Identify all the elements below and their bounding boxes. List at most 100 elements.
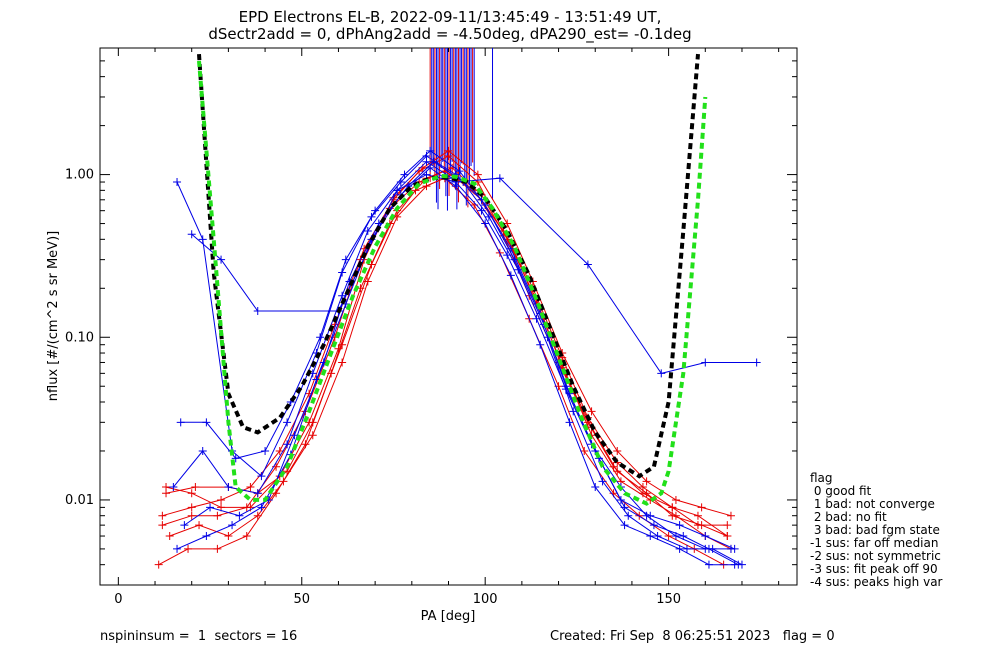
series-point [506,271,515,280]
series-point [481,219,490,228]
chart-title-line1: EPD Electrons EL-B, 2022-09-11/13:45:49 … [239,8,662,26]
series-line [191,174,757,374]
y-axis-label: nflux [#/(cm^2 s sr MeV)] [46,231,61,401]
series-point [180,521,189,530]
series-point [657,369,666,378]
series-point [444,146,453,155]
x-axis-ticks: 0 50 100 150 [114,48,780,607]
x-axis-label: PA [deg] [421,609,476,624]
series-point [242,503,251,512]
legend-item: -2 sus: not symmetric [810,549,941,563]
series-point [338,358,347,367]
series-point [726,511,735,520]
series-line [173,161,731,550]
fit-layer [197,53,708,506]
spike-cluster [429,48,494,211]
series-point [371,206,380,215]
series-point [187,230,196,239]
series-point [422,157,431,166]
footer-left: nspininsum = 1 sectors = 16 [100,629,297,644]
series-point [275,446,284,455]
series-point [664,532,673,541]
footer-right: Created: Fri Sep 8 06:25:51 2023 flag = … [550,629,835,644]
series-point [668,503,677,512]
flag-legend: flag 0 good fit 1 bad: not converge 2 ba… [810,471,943,589]
series-point [261,446,270,455]
series-point [169,483,178,492]
x-tick-label: 150 [656,592,681,607]
series-point [620,521,629,530]
series-point [671,495,680,504]
legend-item: -4 sus: peaks high var [810,575,943,589]
series-point [583,260,592,269]
y-axis-ticks: 0.01 0.10 1.00 [65,47,797,586]
series-line [162,170,728,526]
series-point [173,178,182,187]
series-point [202,418,211,427]
series-point [484,212,493,221]
series-point [334,344,343,353]
series-point [495,174,504,183]
series-point [176,418,185,427]
series-point [675,521,684,530]
chart-title-line2: dSectr2add = 0, dPhAng2add = -4.50deg, d… [208,25,691,44]
series-point [752,358,761,367]
series-point [253,489,262,498]
series-point [187,489,196,498]
series-point [393,186,402,195]
series-point [455,167,464,176]
series-point [649,521,658,530]
series-point [591,483,600,492]
series-point [257,503,266,512]
series-point [363,277,372,286]
series-point [257,472,266,481]
series-point [481,201,490,210]
series-point [737,560,746,569]
series-point [301,440,310,449]
series-point [228,521,237,530]
series-point [272,489,281,498]
series-point [217,495,226,504]
fit-curve [197,53,700,479]
x-tick-label: 100 [473,592,498,607]
series-point [723,532,732,541]
series-point [708,544,717,553]
series-point [426,163,435,172]
series-point [235,511,244,520]
series-point [217,255,226,264]
series-point [580,446,589,455]
series-point [165,532,174,541]
series-point [730,560,739,569]
x-tick-label: 50 [293,592,310,607]
series-point [613,446,622,455]
legend-item: -1 sus: far off median [810,536,938,550]
series-layer [154,146,761,569]
series-point [316,333,325,342]
series-point [246,483,255,492]
series-point [701,358,710,367]
series-point [158,511,167,520]
series-point [646,532,655,541]
series-point [162,483,171,492]
series-point [701,532,710,541]
legend-title: flag [810,471,833,485]
series-point [638,489,647,498]
series-point [429,157,438,166]
legend-item: 2 bad: no fit [810,510,887,524]
series-point [682,544,691,553]
series-point [213,544,222,553]
series-point [213,511,222,520]
series-point [231,454,240,463]
series-point [198,235,207,244]
series-point [283,440,292,449]
series-point [704,560,713,569]
legend-item: 0 good fit [810,484,872,498]
series-point [624,511,633,520]
series-point [187,511,196,520]
x-tick-label: 0 [114,592,122,607]
series-line [165,150,732,517]
series-point [195,521,204,530]
y-tick-label: 1.00 [65,168,94,183]
series-point [697,503,706,512]
